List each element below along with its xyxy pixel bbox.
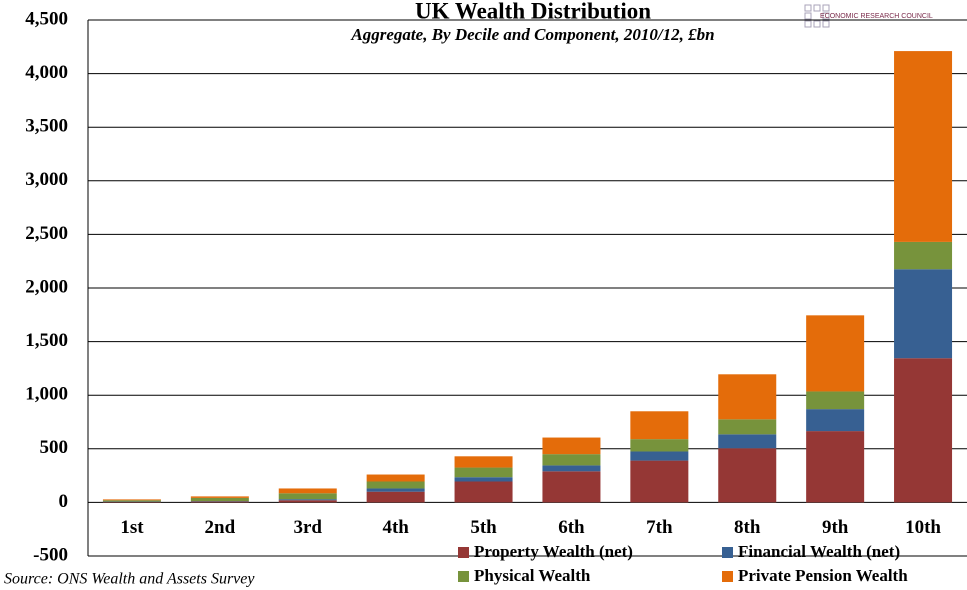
legend-label: Physical Wealth bbox=[474, 566, 591, 585]
bar-segment bbox=[278, 493, 337, 500]
bar-segment bbox=[806, 431, 865, 503]
y-tick-label: 3,000 bbox=[25, 169, 68, 190]
bar-segment bbox=[630, 451, 689, 461]
legend-swatch bbox=[458, 547, 469, 558]
bar-segment bbox=[894, 241, 953, 270]
bar-segment bbox=[630, 439, 689, 452]
bar-segment bbox=[542, 471, 601, 503]
y-tick-label: -500 bbox=[33, 544, 68, 565]
bar-segment bbox=[102, 501, 161, 503]
x-tick-label: 8th bbox=[734, 517, 761, 538]
bar-segment bbox=[102, 500, 161, 502]
bar-segment bbox=[278, 499, 337, 501]
bar-segment bbox=[366, 488, 425, 492]
bar-segment bbox=[894, 358, 953, 503]
bar-segment bbox=[366, 474, 425, 482]
x-tick-label: 2nd bbox=[205, 517, 236, 538]
bar-segment bbox=[630, 411, 689, 440]
legend-label: Private Pension Wealth bbox=[738, 566, 908, 585]
bar-segment bbox=[718, 434, 777, 449]
y-tick-label: 3,500 bbox=[25, 116, 68, 137]
logo-text: ECONOMIC RESEARCH COUNCIL bbox=[820, 13, 933, 20]
y-tick-label: 4,500 bbox=[25, 8, 68, 29]
bar-segment bbox=[454, 477, 513, 482]
bar-segment bbox=[542, 454, 601, 466]
bar-segment bbox=[718, 448, 777, 503]
legend-swatch bbox=[722, 547, 733, 558]
y-tick-label: 2,000 bbox=[25, 276, 68, 297]
x-tick-label: 7th bbox=[646, 517, 673, 538]
bar-segment bbox=[278, 500, 337, 503]
bar-segment bbox=[190, 501, 249, 503]
bar-segment bbox=[806, 409, 865, 432]
y-tick-label: 2,500 bbox=[25, 223, 68, 244]
x-tick-label: 6th bbox=[558, 517, 585, 538]
y-tick-label: 4,000 bbox=[25, 62, 68, 83]
bar-segment bbox=[190, 497, 249, 502]
legend-label: Property Wealth (net) bbox=[474, 542, 633, 561]
y-tick-label: 1,000 bbox=[25, 384, 68, 405]
bar-segment bbox=[894, 269, 953, 359]
bar-segment bbox=[366, 481, 425, 489]
legend-swatch bbox=[458, 571, 469, 582]
x-tick-label: 4th bbox=[382, 517, 409, 538]
bar-segment bbox=[630, 460, 689, 503]
legend-label: Financial Wealth (net) bbox=[738, 542, 900, 561]
bar-segment bbox=[366, 491, 425, 503]
x-tick-label: 10th bbox=[905, 517, 941, 538]
legend-swatch bbox=[722, 571, 733, 582]
bar-segment bbox=[454, 456, 513, 468]
y-tick-label: 0 bbox=[59, 491, 69, 512]
chart-title: UK Wealth Distribution bbox=[415, 0, 651, 23]
bar-segment bbox=[278, 488, 337, 494]
y-tick-label: 500 bbox=[40, 437, 69, 458]
logo-icon bbox=[804, 4, 830, 28]
y-tick-label: 1,500 bbox=[25, 330, 68, 351]
source: Source: ONS Wealth and Assets Survey bbox=[4, 571, 255, 588]
bar-segment bbox=[454, 481, 513, 503]
bar-segment bbox=[102, 499, 161, 501]
x-tick-label: 3rd bbox=[294, 517, 323, 538]
bar-segment bbox=[542, 465, 601, 472]
chart-subtitle: Aggregate, By Decile and Component, 2010… bbox=[350, 25, 714, 44]
x-tick-label: 5th bbox=[470, 517, 497, 538]
x-tick-label: 1st bbox=[120, 517, 144, 538]
bar-segment bbox=[894, 51, 953, 242]
bar-segment bbox=[542, 437, 601, 455]
bar-segment bbox=[718, 374, 777, 420]
bar-segment bbox=[190, 496, 249, 498]
x-tick-label: 9th bbox=[822, 517, 849, 538]
bar-segment bbox=[806, 315, 865, 392]
bar-segment bbox=[454, 467, 513, 478]
bar-segment bbox=[806, 391, 865, 410]
bar-segment bbox=[718, 419, 777, 435]
